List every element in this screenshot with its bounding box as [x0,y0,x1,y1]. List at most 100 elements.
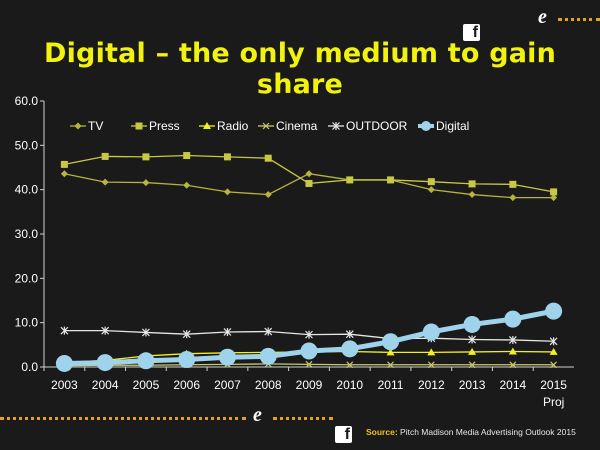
x-tick-label: 2014 [499,378,526,392]
y-tick-label: 40.0 [15,183,39,197]
data-point [203,122,211,129]
data-point [55,354,73,372]
data-point [346,176,354,184]
data-point [341,340,359,358]
data-point [468,335,477,344]
data-point [509,361,517,369]
series-press [60,152,558,196]
data-point [101,326,110,335]
data-point [264,154,272,162]
data-point [101,152,109,160]
x-tick-label: 2010 [336,378,363,392]
x-tick-label: 2008 [255,378,282,392]
data-point [142,179,150,187]
data-point [305,330,313,339]
data-point [382,333,400,351]
data-point [421,121,431,131]
data-point [223,327,232,336]
x-tick-label: 2005 [133,378,160,392]
brand-e-icon: e [253,404,262,426]
chart-plot [55,152,563,372]
line-chart: TV Press Radio Cinema OUTDOOR Digital 0.0 10.0… [15,94,574,409]
data-point [218,348,236,366]
y-tick-label: 0.0 [21,360,38,374]
data-point [427,178,435,186]
data-point [387,176,395,184]
chart-legend: TV Press Radio Cinema OUTDOOR Digital [70,119,469,133]
source-text: Pitch Madison Media Advertising Outlook … [400,427,576,437]
data-point [183,152,191,160]
data-point [345,330,354,339]
facebook-icon[interactable]: f [335,426,352,443]
x-tick-label: 2012 [418,378,445,392]
legend-label: Digital [436,119,469,133]
dotted-divider [273,417,333,420]
data-point [422,323,440,341]
data-point [550,188,558,196]
data-point [549,347,558,355]
y-tick-label: 30.0 [15,227,39,241]
data-point [427,361,435,369]
slide-title: Digital – the only medium to gain share [43,38,557,100]
data-point [259,347,277,365]
data-point [223,188,231,196]
data-point [60,326,69,335]
data-point [305,170,313,178]
data-point [386,348,395,356]
data-point [332,122,340,130]
legend-item-tv: TV [70,119,103,133]
legend-item-outdoor: OUTDOOR [328,119,408,133]
x-tick-label: 2011 [378,378,404,392]
legend-item-press: Press [131,119,180,133]
data-point [509,180,517,188]
legend-label: OUTDOOR [346,119,408,133]
y-tick-label: 60.0 [15,94,39,108]
x-tick-label: 2007 [214,378,241,392]
data-point [468,191,476,199]
data-point [508,347,517,355]
data-point [387,361,394,369]
data-point [74,122,82,130]
data-point [545,302,563,320]
legend-item-digital: Digital [418,119,469,133]
source-note: Source: Pitch Madison Media Advertising … [366,427,576,437]
data-point [60,160,68,168]
legend-label: TV [88,119,103,133]
dotted-divider [0,417,246,420]
source-label: Source: [366,427,398,437]
data-point [468,347,477,355]
data-point [264,191,272,199]
data-point [223,153,231,161]
x-tick-label: 2009 [296,378,323,392]
legend-label: Press [149,119,180,133]
data-point [262,122,270,130]
data-point [468,361,476,369]
data-point [264,327,273,336]
series-outdoor [60,326,558,346]
data-point [300,342,318,360]
legend-item-radio: Radio [199,119,249,133]
data-point [504,310,522,328]
data-point [427,186,435,194]
data-point [463,315,481,333]
data-point [305,360,313,368]
data-point [509,194,517,202]
data-point [468,180,476,188]
legend-item-cinema: Cinema [258,119,318,133]
data-point [135,122,143,130]
facebook-icon[interactable]: f [463,24,480,41]
series-digital [55,302,563,372]
data-point [305,179,313,187]
x-tick-label: 2003 [51,378,78,392]
y-tick-label: 20.0 [15,271,39,285]
data-point [101,178,109,186]
data-point [60,170,68,178]
legend-label: Cinema [276,119,318,133]
data-point [137,352,155,370]
x-tick-label: 2004 [92,378,119,392]
data-point [427,348,436,356]
x-tick-label: 2006 [173,378,200,392]
data-point [178,350,196,368]
data-point [346,361,354,369]
data-point [550,194,558,202]
